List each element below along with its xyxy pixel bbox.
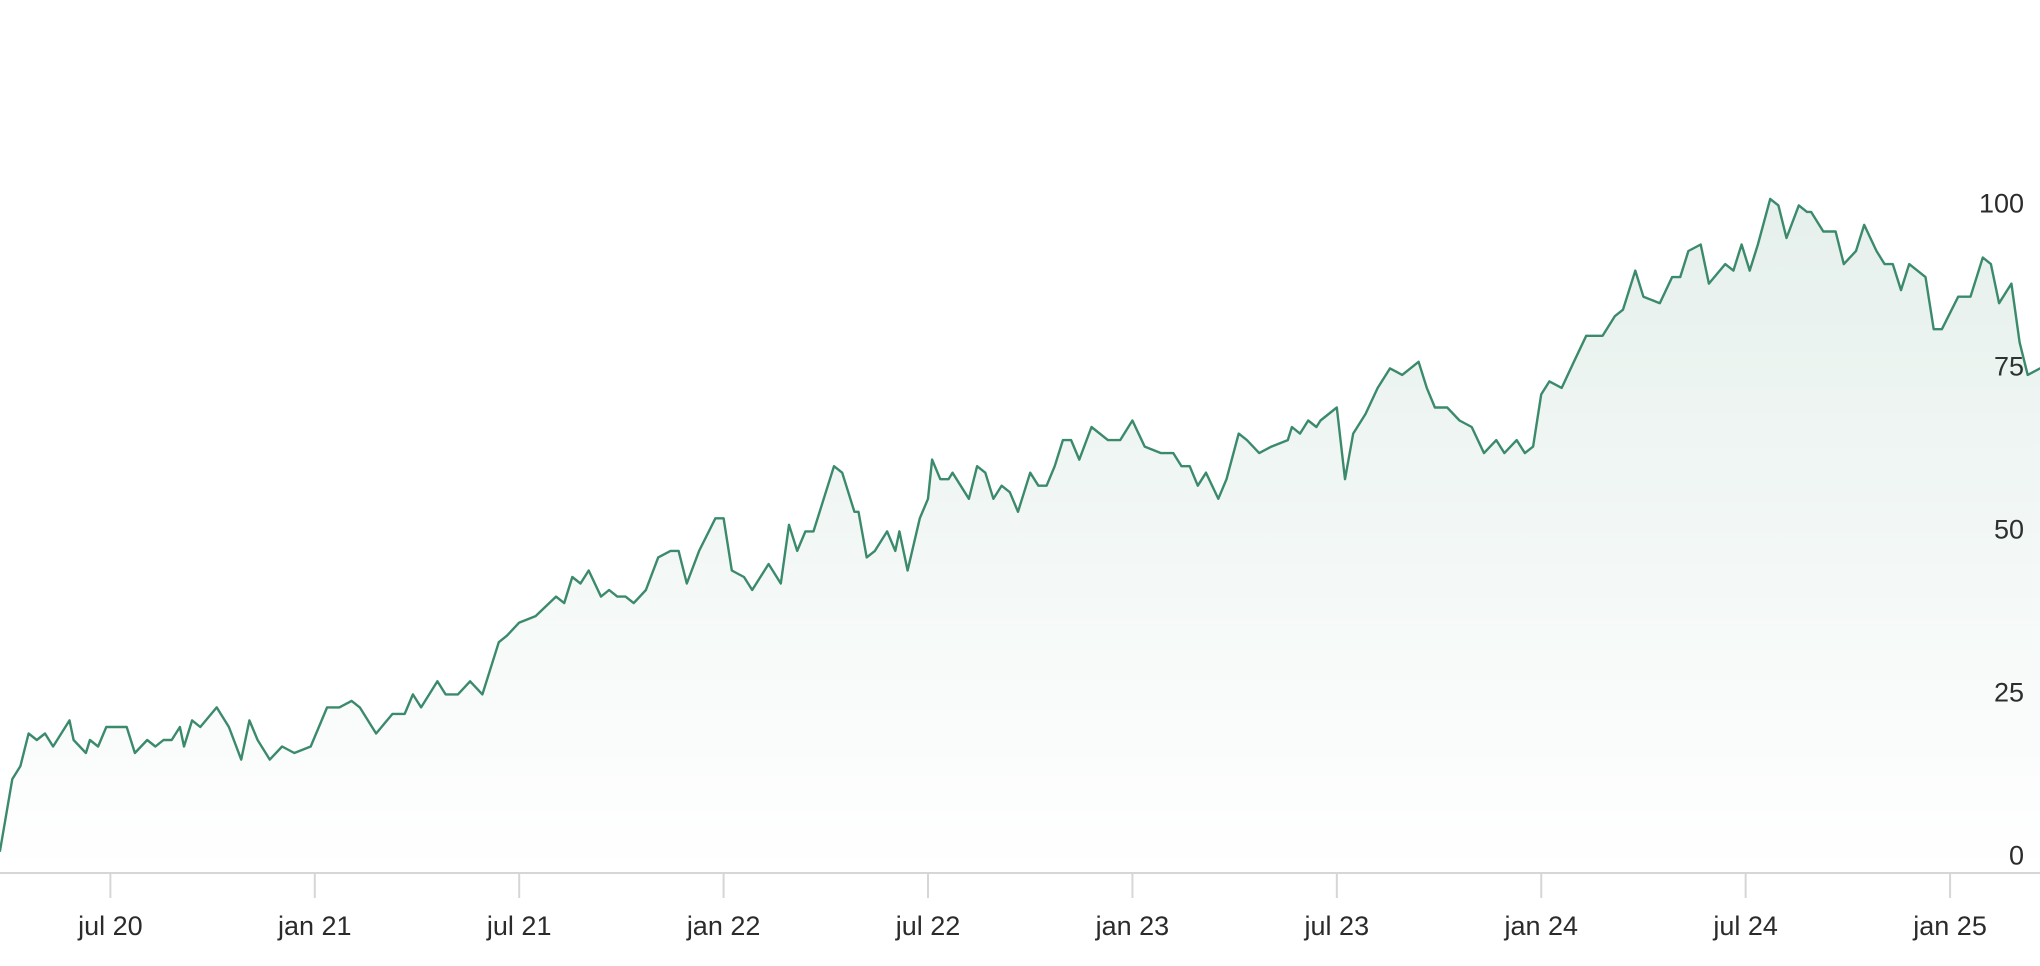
x-tick-label: jan 25 bbox=[1912, 911, 1987, 941]
x-tick-label: jan 24 bbox=[1503, 911, 1578, 941]
x-tick-label: jul 22 bbox=[895, 911, 961, 941]
x-tick-label: jan 23 bbox=[1095, 911, 1170, 941]
line bbox=[0, 197, 2040, 852]
x-tick-label: jul 21 bbox=[486, 911, 552, 941]
y-tick-label: 100 bbox=[1979, 188, 2024, 218]
x-tick-label: jan 22 bbox=[686, 911, 761, 941]
x-tick-label: jul 20 bbox=[77, 911, 143, 941]
x-tick-label: jul 23 bbox=[1304, 911, 1370, 941]
area-fill bbox=[0, 198, 2040, 873]
x-tick-label: jul 24 bbox=[1712, 911, 1778, 941]
x-tick-label: jan 21 bbox=[277, 911, 352, 941]
